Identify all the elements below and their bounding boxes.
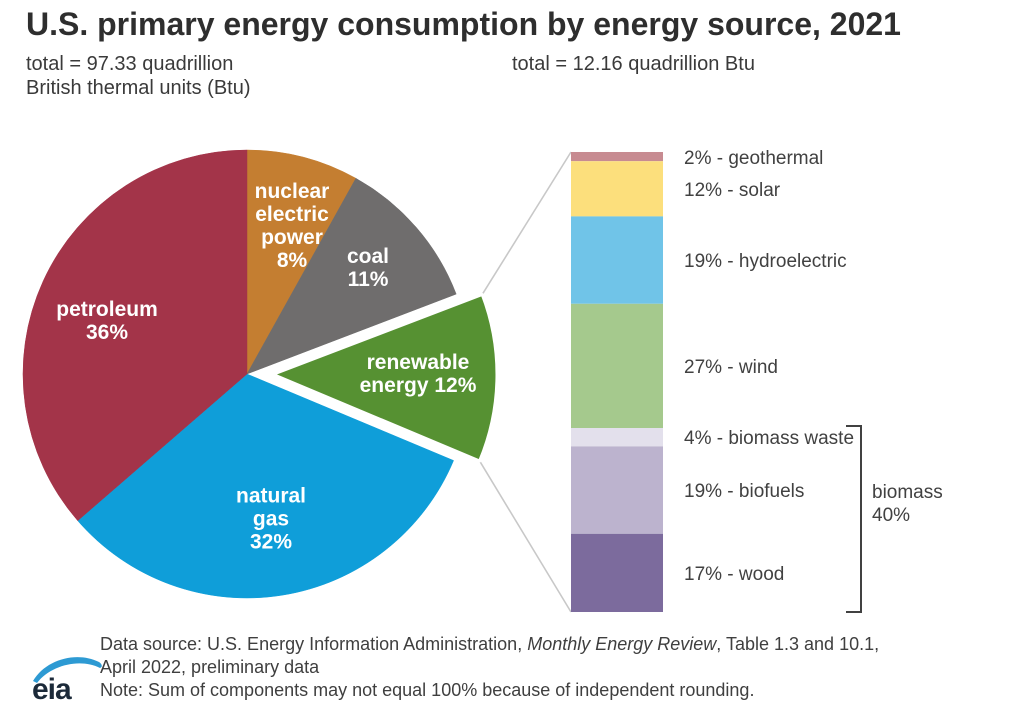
data-source-line2: April 2022, preliminary data: [100, 657, 320, 677]
pie-total-caption-line2: British thermal units (Btu): [26, 77, 251, 99]
pie-label-nuclear: nuclear electric power 8%: [254, 180, 330, 272]
pie-slice-nuclear: [246, 149, 357, 375]
bar-label-biofuels: 19% - biofuels: [684, 481, 805, 503]
eia-logo: eia: [32, 657, 102, 702]
bar-label-wood: 17% - wood: [684, 563, 785, 585]
bar-segment-wood: [571, 533, 663, 612]
pie-slice-petroleum: [22, 149, 248, 521]
bar-label-geothermal: 2% - geothermal: [684, 147, 824, 169]
pie-slice-coal: [246, 178, 457, 375]
eia-logo-swoosh-icon: [33, 657, 102, 683]
biomass-bracket-label-line: biomass: [872, 482, 943, 503]
pie-label-renewable: renewable energy 12%: [359, 351, 477, 397]
bar-total-caption: total = 12.16 quadrillion Btu: [512, 53, 755, 75]
footer-notes: Data source: U.S. Energy Information Adm…: [100, 633, 879, 702]
bar-segment-biomass-waste: [571, 428, 663, 447]
bar-label-solar: 12% - solar: [684, 179, 781, 201]
bar-segment-biofuels: [571, 446, 663, 534]
data-source-publication: Monthly Energy Review: [527, 634, 717, 654]
page-title: U.S. primary energy consumption by energ…: [26, 6, 901, 42]
data-source-prefix: Data source: U.S. Energy Information Adm…: [100, 634, 528, 654]
eia-logo-text: eia: [32, 673, 72, 702]
pie-label-petroleum: petroleum 36%: [56, 298, 158, 344]
bar-segment-hydroelectric: [571, 216, 663, 304]
pie-label-coal: coal 11%: [346, 245, 390, 291]
bar-segment-geothermal: [571, 152, 663, 162]
pie-total-caption-line1: total = 97.33 quadrillion: [26, 53, 234, 75]
breakout-connector-line: [478, 460, 572, 613]
biomass-bracket: [846, 425, 862, 613]
pie-slice-natural-gas: [77, 373, 454, 599]
biomass-bracket-label: biomass 40%: [872, 481, 943, 527]
data-source-suffix: , Table 1.3 and 10.1,: [716, 634, 880, 654]
biomass-bracket-label-line: 40%: [872, 505, 911, 526]
energy-consumption-chart: [22, 149, 862, 613]
data-source-line1: Data source: U.S. Energy Information Adm…: [100, 633, 879, 656]
bar-segment-solar: [571, 161, 663, 217]
bar-segment-wind: [571, 303, 663, 428]
pie-total-caption: total = 97.33 quadrillion British therma…: [26, 52, 251, 100]
bar-label-wind: 27% - wind: [684, 356, 778, 378]
breakout-connector-line: [481, 151, 572, 295]
pie-label-natural-gas: natural gas 32%: [235, 484, 307, 554]
pie-slice-renewable: [271, 293, 499, 463]
bar-label-biomass-waste: 4% - biomass waste: [684, 428, 855, 450]
bar-label-hydroelectric: 19% - hydroelectric: [684, 251, 847, 273]
rounding-note: Note: Sum of components may not equal 10…: [100, 680, 755, 700]
